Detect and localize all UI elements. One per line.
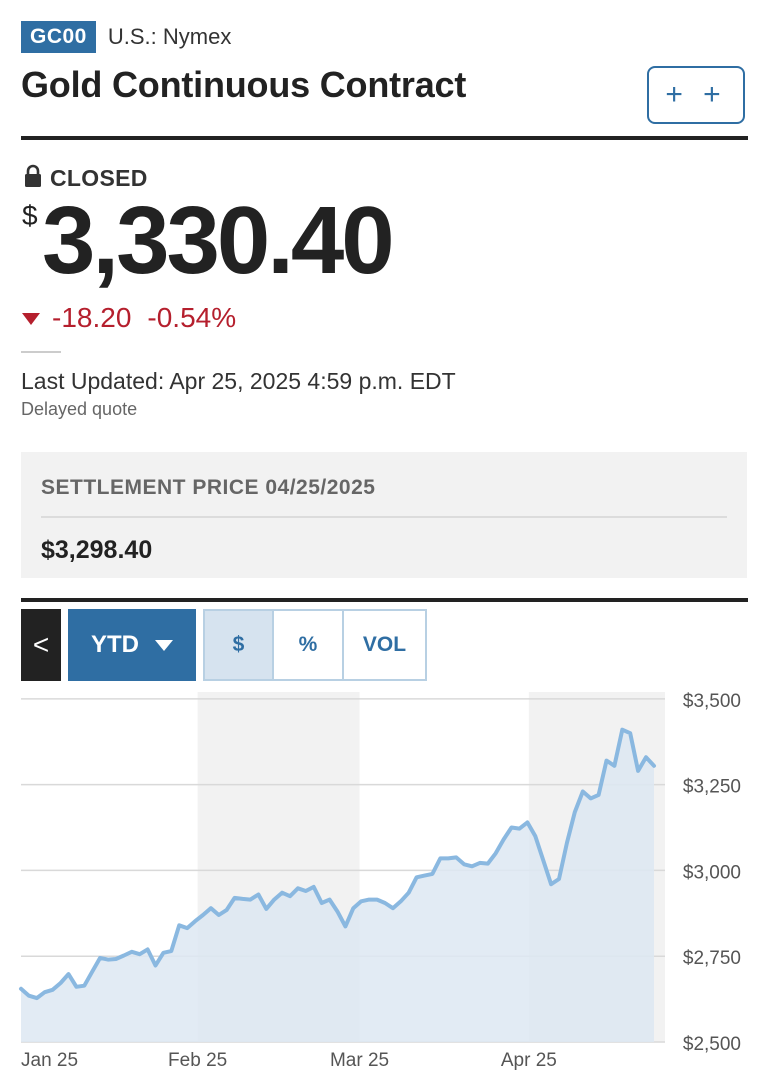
settlement-divider: [41, 516, 727, 518]
price-line: [19, 727, 656, 1001]
ticker-badge: GC00: [21, 21, 96, 53]
chart-divider: [21, 598, 748, 602]
price-change: -18.20 -0.54%: [22, 298, 236, 338]
exchange-label: U.S.: Nymex: [107, 24, 232, 49]
settlement-panel: SETTLEMENT PRICE 04/25/2025 $3,298.40: [21, 452, 747, 578]
down-arrow-icon: [22, 313, 40, 325]
x-tick-label: Mar 25: [330, 1050, 389, 1070]
x-tick-label: Jan 25: [21, 1050, 78, 1070]
range-label: YTD: [91, 631, 139, 658]
price-chart: $3,500 $3,250 $3,000 $2,750 $2,500 Jan 25 Feb…: [19, 691, 741, 1070]
short-divider: [21, 351, 61, 353]
settlement-label: SETTLEMENT PRICE 04/25/2025: [41, 476, 376, 499]
mode-percent-button[interactable]: %: [272, 609, 344, 681]
dropdown-arrow-icon: [155, 639, 173, 651]
mode-volume-button[interactable]: VOL: [342, 609, 427, 681]
change-percent: -0.54%: [147, 302, 237, 333]
last-price: 3,330.40: [42, 187, 395, 294]
price-currency: $: [22, 200, 38, 231]
y-tick-label: $2,500: [683, 1034, 741, 1055]
settlement-value: $3,298.40: [41, 536, 153, 564]
y-tick-label: $3,250: [683, 777, 741, 798]
chart-back-button[interactable]: <: [21, 609, 61, 681]
delayed-note: Delayed quote: [21, 399, 138, 419]
page-title: Gold Continuous Contract: [21, 64, 467, 105]
add-to-watchlist-button[interactable]: + +: [647, 66, 745, 124]
change-value: -18.20: [52, 302, 132, 333]
y-tick-label: $2,750: [683, 948, 741, 969]
y-tick-label: $3,000: [683, 862, 741, 883]
last-updated: Last Updated: Apr 25, 2025 4:59 p.m. EDT: [21, 368, 456, 394]
lock-icon: [24, 164, 42, 193]
price-area: [21, 729, 654, 1042]
ticker-row: GC00 U.S.: Nymex: [21, 21, 231, 53]
x-tick-label: Feb 25: [168, 1050, 227, 1070]
status-text: CLOSED: [50, 164, 148, 191]
y-tick-label: $3,500: [683, 691, 741, 712]
market-status: CLOSED: [24, 164, 148, 192]
header-divider: [21, 136, 748, 140]
x-tick-label: Apr 25: [501, 1050, 557, 1070]
range-dropdown[interactable]: YTD: [68, 609, 196, 681]
